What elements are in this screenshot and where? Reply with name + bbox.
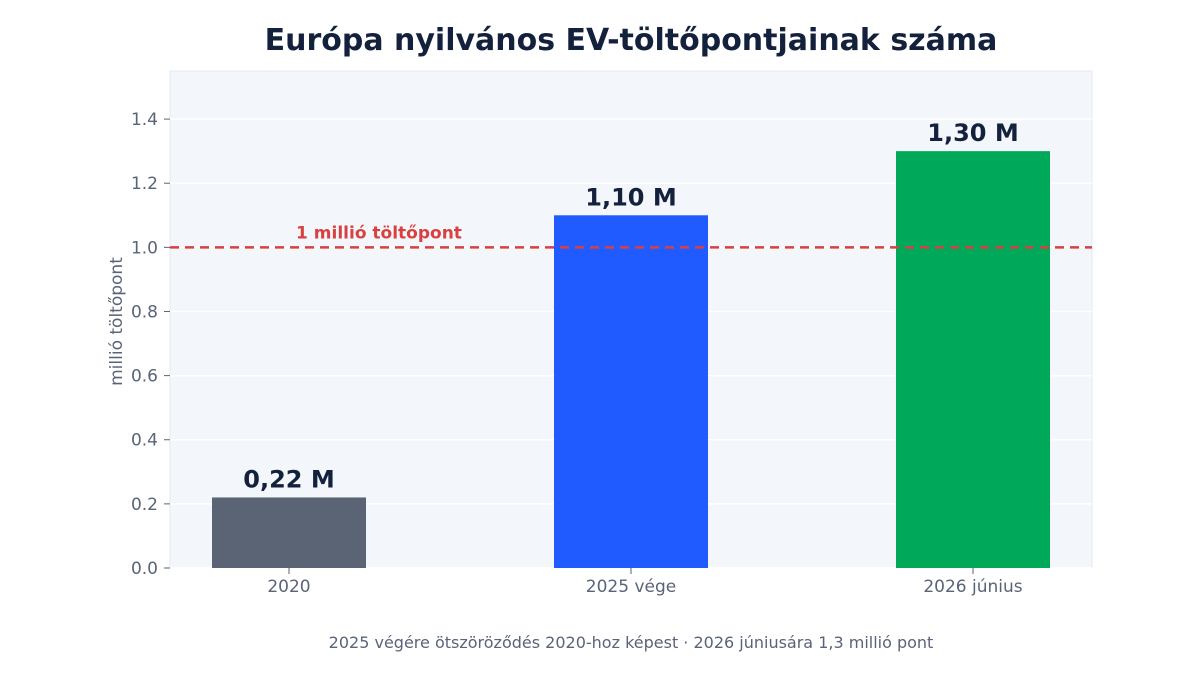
data-labels: 0,22 M 1,10 M 1,30 M (243, 119, 1018, 493)
chart-caption: 2025 végére ötszöröződés 2020-hoz képest… (329, 633, 934, 652)
y-tick-label: 0.8 (131, 302, 158, 322)
y-tick-label: 0.2 (131, 495, 158, 515)
x-tick-label: 2020 (267, 577, 310, 597)
y-axis-title: millió töltőpont (107, 257, 127, 386)
y-tick-label: 0.4 (131, 431, 158, 451)
y-tick-label: 0.0 (131, 559, 158, 579)
y-tick-label: 0.6 (131, 367, 158, 387)
data-label: 1,30 M (927, 119, 1018, 147)
x-axis: 2020 2025 vége 2026 június (267, 568, 1023, 597)
chart-title: Európa nyilvános EV-töltőpontjainak szám… (265, 23, 998, 58)
bars (212, 151, 1050, 568)
y-tick-label: 1.4 (131, 110, 158, 130)
bar (896, 151, 1050, 568)
y-tick-label: 1.0 (131, 238, 158, 258)
x-tick-label: 2026 június (923, 577, 1022, 597)
data-label: 1,10 M (585, 183, 676, 211)
reference-line-group: 1 millió töltőpont (170, 223, 1092, 249)
y-axis: 0.0 0.2 0.4 0.6 0.8 1.0 1.2 1.4 (131, 110, 170, 579)
bar (554, 215, 708, 568)
data-label: 0,22 M (243, 465, 334, 493)
bar (212, 497, 366, 568)
x-tick-label: 2025 vége (586, 577, 676, 597)
reference-line-label: 1 millió töltőpont (296, 223, 462, 243)
y-tick-label: 1.2 (131, 174, 158, 194)
